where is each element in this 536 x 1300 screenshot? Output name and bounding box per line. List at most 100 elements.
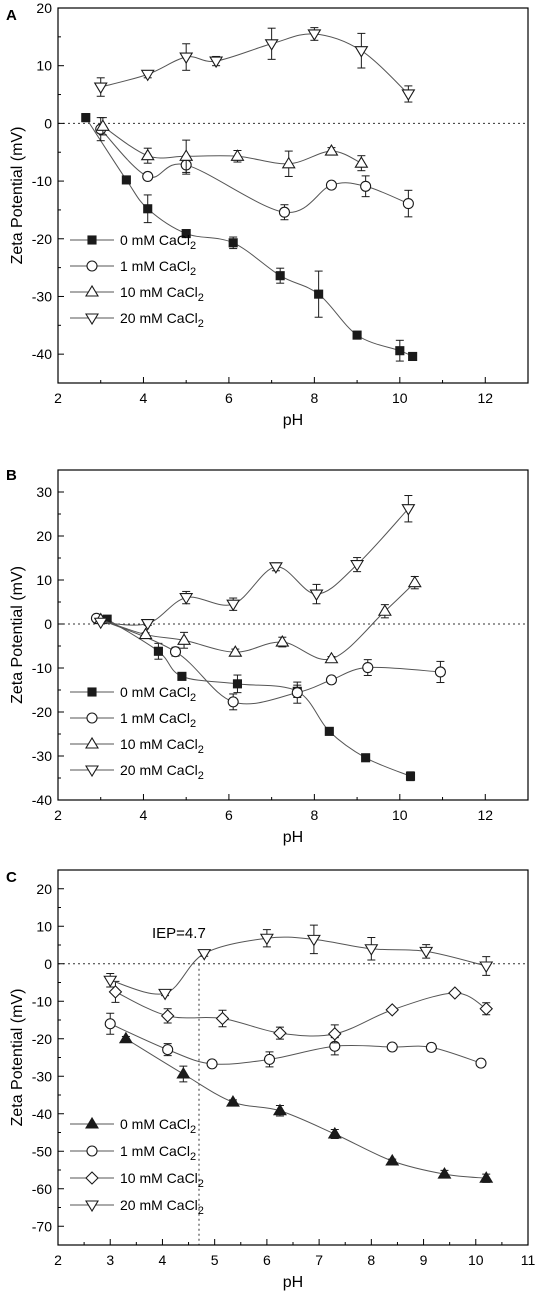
y-tick-label: -20 <box>32 231 52 247</box>
panel-c: C IEP=4.7 2 3 4 5 6 7 8 9 10 11 -70 -60 -50 -40 -30 -20 -1… <box>6 869 535 1291</box>
panel-label: C <box>6 869 17 886</box>
data-point <box>273 1026 287 1040</box>
legend-label: 0 mM CaCl2 <box>120 684 196 704</box>
y-tick-label: 0 <box>44 616 52 632</box>
legend-marker <box>85 284 99 297</box>
x-tick-label: 8 <box>310 390 318 406</box>
x-tick-label: 2 <box>54 390 62 406</box>
data-point <box>228 238 238 248</box>
legend-label: 10 mM CaCl2 <box>120 736 204 756</box>
data-point <box>140 148 155 161</box>
data-point <box>364 944 379 956</box>
data-point <box>103 975 118 988</box>
plot-frame <box>57 869 529 1246</box>
data-point <box>275 271 285 281</box>
x-tick-label: 6 <box>225 390 233 406</box>
y-tick-label: 10 <box>36 572 52 588</box>
legend-label: 0 mM CaCl2 <box>120 232 196 252</box>
data-point <box>227 696 239 708</box>
y-tick-label: 10 <box>36 918 52 934</box>
data-point <box>324 144 339 156</box>
y-tick-label: -10 <box>32 660 52 676</box>
data-point <box>179 593 194 605</box>
series-0 <box>118 1031 494 1183</box>
data-point <box>162 1044 174 1056</box>
y-tick-label: -30 <box>32 288 52 304</box>
x-tick-label: 6 <box>263 1252 271 1268</box>
legend-label: 1 mM CaCl2 <box>120 258 196 278</box>
x-tick-label: 8 <box>310 807 318 823</box>
x-axis-title: pH <box>283 412 303 429</box>
series-line <box>100 33 409 95</box>
plot-frame <box>57 7 529 384</box>
data-point <box>479 1001 494 1016</box>
data-point <box>324 726 334 736</box>
data-point <box>309 589 324 602</box>
data-point <box>142 170 154 183</box>
data-point <box>405 771 416 781</box>
data-point <box>179 52 194 65</box>
x-tick-label: 12 <box>477 807 493 823</box>
legend-marker <box>85 1171 99 1185</box>
data-point <box>395 346 405 356</box>
data-point <box>434 666 446 678</box>
y-tick-label: 10 <box>36 58 52 74</box>
data-point <box>325 179 338 191</box>
panel-label: B <box>6 467 17 484</box>
data-point <box>138 627 153 640</box>
data-point <box>228 645 243 657</box>
data-point <box>419 946 434 959</box>
data-point <box>140 69 155 82</box>
x-tick-label: 3 <box>106 1252 114 1268</box>
legend: 0 mM CaCl2 1 mM CaCl2 10 mM CaCl2 20 mM CaC… <box>70 232 204 330</box>
y-tick-label: 30 <box>36 484 52 500</box>
data-point <box>81 113 91 123</box>
legend: 0 mM CaCl2 1 mM CaCl2 10 mM CaCl2 20 mM CaC… <box>70 684 204 782</box>
data-point <box>176 1066 191 1079</box>
legend-label: 1 mM CaCl2 <box>120 710 196 730</box>
data-point <box>361 753 371 763</box>
data-point <box>354 46 369 58</box>
legend-marker <box>86 1145 98 1157</box>
data-point <box>272 1103 287 1116</box>
x-tick-label: 5 <box>211 1252 219 1268</box>
series-1 <box>95 117 414 221</box>
x-tick-label: 4 <box>140 807 148 823</box>
data-point <box>479 961 494 974</box>
legend-label: 10 mM CaCl2 <box>120 1170 204 1190</box>
data-point <box>448 986 462 1000</box>
x-tick-label: 12 <box>477 390 493 406</box>
series-2 <box>95 117 369 177</box>
y-tick-label: -10 <box>32 993 52 1009</box>
y-tick-label: 20 <box>36 881 52 897</box>
series-0 <box>81 113 418 362</box>
data-point <box>197 949 212 961</box>
legend-marker <box>85 1200 99 1213</box>
data-point <box>360 180 372 192</box>
legend-label: 20 mM CaCl2 <box>120 310 204 330</box>
legend-marker <box>85 736 99 749</box>
data-point <box>169 646 182 658</box>
x-tick-label: 6 <box>225 807 233 823</box>
data-point <box>95 119 110 131</box>
data-point <box>264 39 279 51</box>
data-point <box>362 662 374 674</box>
y-tick-label: -30 <box>32 748 52 764</box>
legend-label: 20 mM CaCl2 <box>120 762 204 782</box>
series-0 <box>102 614 416 782</box>
data-point <box>225 1095 240 1107</box>
data-point <box>140 619 155 631</box>
legend-label: 1 mM CaCl2 <box>120 1143 196 1163</box>
data-point <box>437 1167 452 1179</box>
y-tick-label: -30 <box>32 1068 52 1084</box>
data-point <box>324 651 339 664</box>
data-point <box>402 198 414 210</box>
data-point <box>206 1058 218 1070</box>
y-tick-label: -40 <box>32 792 52 808</box>
x-tick-label: 4 <box>140 390 148 406</box>
data-point <box>479 1171 494 1183</box>
data-point <box>160 1009 175 1023</box>
y-tick-label: 0 <box>44 956 52 972</box>
x-tick-label: 11 <box>521 1252 536 1268</box>
